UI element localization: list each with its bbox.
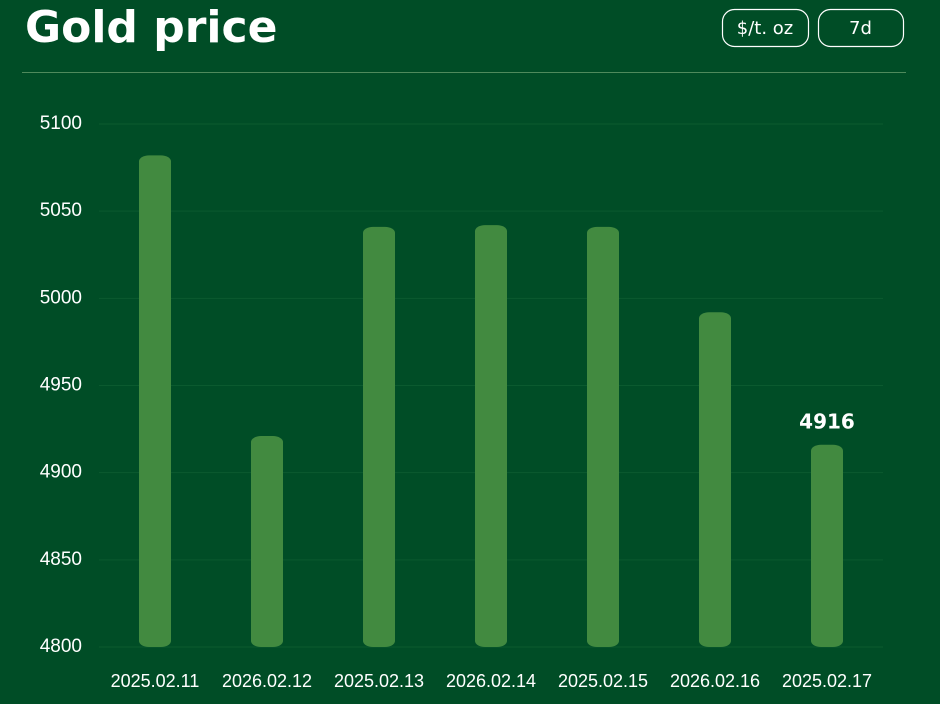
y-tick-label: 4800 (40, 636, 82, 657)
y-tick-label: 5000 (40, 287, 82, 308)
control-button[interactable]: $/t. oz (721, 8, 810, 48)
control-button[interactable]: 7d (817, 8, 905, 48)
value-label: 4916 (799, 409, 855, 433)
bar (587, 226, 619, 647)
y-tick-label: 4950 (40, 375, 82, 396)
y-tick-label: 5050 (40, 200, 82, 221)
x-tick-label: 2026.02.12 (222, 671, 312, 691)
y-tick-label: 4900 (40, 462, 82, 483)
x-tick-label: 2025.02.17 (782, 671, 872, 691)
button-frame[interactable] (721, 8, 810, 48)
x-tick-label: 2026.02.16 (670, 671, 760, 691)
y-tick-label: 5100 (40, 113, 82, 134)
x-tick-label: 2025.02.13 (334, 671, 424, 691)
bar (699, 312, 731, 647)
y-tick-label: 4850 (40, 549, 82, 570)
x-tick-label: 2025.02.15 (558, 671, 648, 691)
chart-title: Gold price (25, 2, 277, 53)
button-label[interactable]: 7d (849, 18, 872, 39)
x-tick-label: 2026.02.14 (446, 671, 536, 691)
button-frame[interactable] (817, 8, 905, 48)
bar (139, 155, 171, 647)
bar (811, 444, 843, 647)
button-label[interactable]: $/t. oz (737, 18, 793, 39)
bar (475, 225, 507, 647)
bar (251, 436, 283, 647)
x-tick-label: 2025.02.11 (111, 671, 200, 691)
controls: $/t. oz 7d (721, 8, 905, 48)
bar (363, 226, 395, 647)
